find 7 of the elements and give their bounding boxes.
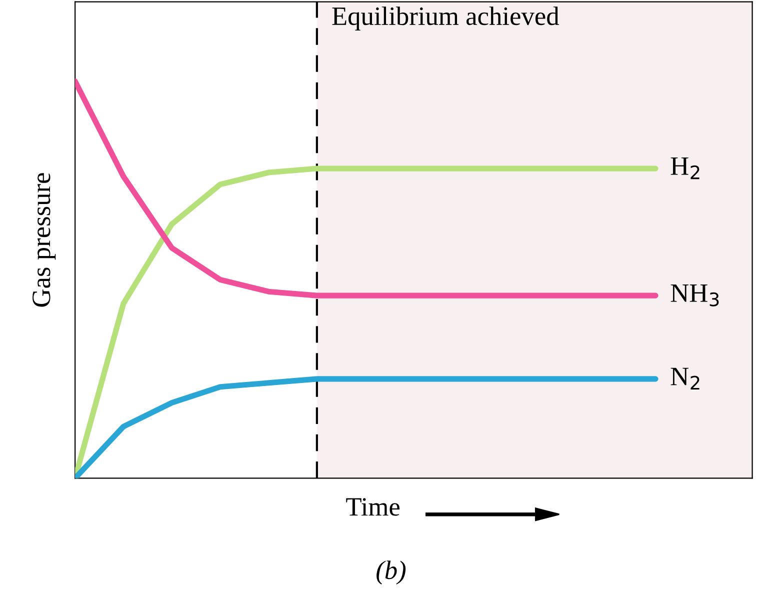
series-label: H$_{2}$ <box>670 157 700 180</box>
text: Equilibrium achieved <box>332 6 560 31</box>
x-axis-title: Time <box>346 498 400 516</box>
y-axis-title: Gas pressure <box>32 173 56 307</box>
series-label: N$_{2}$ <box>670 368 700 390</box>
series-label: NH$_{3}$ <box>670 284 719 306</box>
text: (b) <box>376 560 406 584</box>
